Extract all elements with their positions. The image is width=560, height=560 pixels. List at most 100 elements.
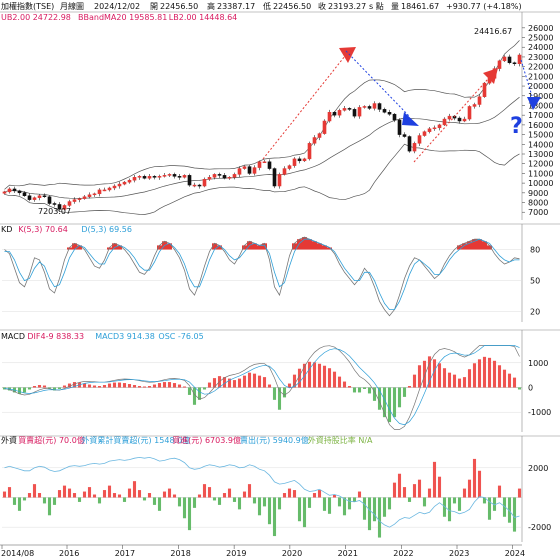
candle-body [42,195,47,197]
osc-bar [357,387,362,393]
osc-bar [92,385,97,388]
candle-body [407,136,412,152]
price-tick-label: 18000 [528,101,553,110]
foreign-net-bar [222,493,227,498]
foreign-net-bar [82,491,87,498]
osc-bar [127,384,132,388]
foreign-net-bar [337,497,342,507]
osc-bar [507,373,512,388]
candle-body [237,168,242,175]
candle-body [177,176,182,178]
candle-body [437,124,442,129]
kd-overbought-fill [472,239,477,250]
legend-entry: 買進(元) 6703.9億 [172,435,241,445]
candle-body [272,168,277,187]
kd-overbought-fill [487,245,492,250]
foreign-net-bar [362,497,367,520]
foreign-net-bar [157,497,162,511]
price-tick-label: 19000 [528,92,553,101]
price-tick-label: 16000 [528,121,553,130]
foreign-net-bar [347,497,352,510]
foreign-net-bar [317,490,322,498]
foreign-net-bar [32,484,37,498]
candle-body [202,178,207,187]
kd-overbought-fill [327,247,332,250]
kd-overbought-fill [317,243,322,250]
foreign-net-bar [372,497,377,522]
kd-overbought-fill [212,243,217,250]
osc-bar [47,387,52,389]
foreign-net-bar [302,497,307,528]
osc-bar [212,378,217,388]
candle-body [422,131,427,136]
question-mark: ? [510,114,523,139]
foreign-net-bar [122,497,127,502]
foreign-net-bar [92,494,97,498]
osc-bar [222,377,227,388]
osc-bar [22,387,27,393]
legend-entry: 買賣超(元) 70.0億 [18,435,85,445]
legend-entry: 外資累計買賣超(元) 1548.0億 [81,435,190,445]
osc-bar [252,373,257,388]
macd-tick-label: 1000 [528,359,548,368]
osc-bar [497,365,502,388]
candle-body [337,110,342,116]
candle-body [97,189,102,195]
candle-body [287,165,292,169]
foreign-net-bar [407,497,412,502]
kd-overbought-fill [72,243,77,250]
foreign-net-bar [52,497,57,505]
downtrend-arrowhead [402,112,419,126]
candle-body [17,190,22,194]
forecast-arrowhead [527,97,541,110]
osc-bar [332,371,337,388]
candle-body [397,119,402,135]
osc-bar [287,383,292,388]
price-tick-label: 9000 [528,189,548,198]
foreign-net-bar [207,487,212,498]
uptrend-arrow-line [262,55,346,160]
foreign-net-bar [7,487,12,498]
candle-body [82,196,87,199]
osc-bar [407,386,412,388]
candle-body [222,175,227,179]
candle-body [112,185,117,189]
foreign-net-bar [217,497,222,505]
price-tick-label: 11000 [528,169,553,178]
candle-body [167,174,172,176]
foreign-net-bar [237,497,242,510]
symbol-name: 加權指數(TSE) [1,1,54,11]
foreign-net-bar [172,494,177,498]
osc-bar [292,374,297,388]
high-annotation: 24416.67 [474,27,512,36]
kd-overbought-fill [322,245,327,250]
candle-body [212,174,217,178]
osc-bar [32,386,37,388]
candle-body [32,197,37,200]
osc-bar [417,365,422,388]
osc-bar [247,372,252,388]
kd-overbought-fill [167,243,172,250]
foreign-net-bar [2,491,7,498]
osc-bar [427,356,432,388]
foreign-net-bar [42,497,47,504]
kd-panel: 20 50 80 [0,223,560,322]
rebound-arrow-line [413,78,489,163]
candle-body [317,133,322,138]
foreign-net-bar [162,491,167,498]
foreign-net-bar [127,488,132,498]
candle-body [242,166,247,169]
x-tick-label: 2022 [393,549,413,558]
legend-entry: KD [1,225,12,234]
candle-body [197,184,202,187]
candle-body [472,104,477,107]
osc-bar [352,387,357,393]
kd-overbought-fill [217,245,222,250]
macd-legend: MACD DIF4-9 838.33 MACD3 914.38 OSC -76.05 [1,332,204,341]
price-tick-label: 14000 [528,140,553,149]
kd-overbought-fill [467,241,472,250]
foreign-net-bar [192,497,197,508]
price-tick-label: 25000 [528,34,553,43]
candle-body [142,176,147,179]
candle-body [332,112,337,116]
